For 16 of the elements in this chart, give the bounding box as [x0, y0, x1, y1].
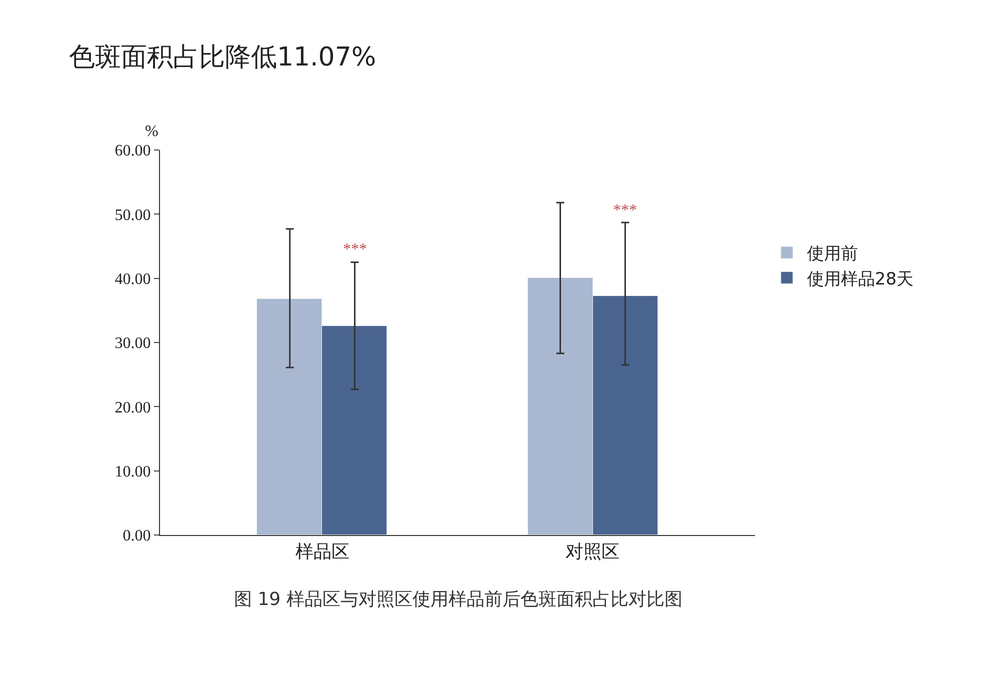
y-axis-title: % [145, 123, 158, 140]
y-tick-label: 20.00 [114, 399, 151, 416]
annotation: *** [613, 202, 637, 219]
chart-title: 色斑面积占比降低11.07% [68, 42, 376, 72]
annotation: *** [343, 241, 367, 258]
legend-label: 使用样品28天 [806, 269, 914, 290]
legend-label: 使用前 [806, 244, 858, 264]
x-tick-label: 样品区 [295, 542, 350, 563]
y-tick-label: 30.00 [114, 335, 151, 352]
y-tick-label: 0.00 [122, 528, 151, 545]
x-tick-label: 对照区 [566, 542, 620, 563]
y-tick-label: 60.00 [114, 142, 151, 160]
y-tick-label: 40.00 [114, 270, 151, 288]
y-tick-label: 50.00 [114, 206, 151, 224]
caption: 图 19 样品区与对照区使用样品前后色斑面积占比对比图 [234, 589, 682, 610]
y-tick-label: 10.00 [114, 463, 151, 480]
